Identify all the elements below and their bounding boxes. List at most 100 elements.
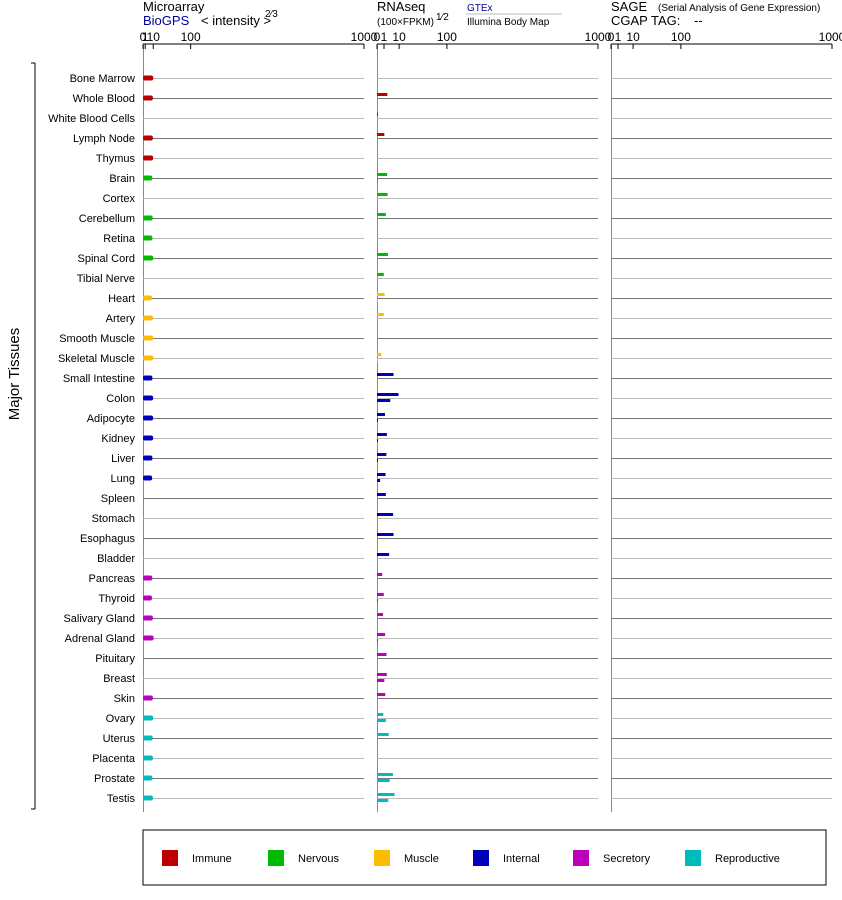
tissue-label: White Blood Cells [48, 113, 135, 125]
panel-1-bar [377, 633, 386, 636]
tissue-label: Skin [114, 693, 135, 705]
tissue-label: Adipocyte [87, 413, 135, 425]
legend-label-internal: Internal [503, 853, 540, 865]
microarray-unit-label: < intensity > [201, 13, 271, 28]
panel-1-bar [377, 93, 388, 96]
legend-label-reproductive: Reproductive [715, 853, 780, 865]
panel-1-bar [377, 613, 384, 616]
tissue-label: Cerebellum [79, 213, 135, 225]
rows-layer: Bone Marrow Whole Blood White Blood Cells L… [48, 73, 832, 805]
tissue-label: Kidney [101, 433, 135, 445]
rnaseq-header: RNAseq (100×FPKM) 1⁄2 GTEx Illumina Body… [377, 0, 562, 28]
panel-0-bar [143, 475, 153, 481]
legend-label-nervous: Nervous [298, 853, 339, 865]
tissue-label: Adrenal Gland [65, 633, 135, 645]
tissue-label: Bladder [97, 553, 135, 565]
panel-1-bar [377, 493, 386, 496]
tissue-label: Thyroid [98, 593, 135, 605]
panel-1-bar-secondary [377, 359, 378, 362]
panel-2-tick-label: 100 [671, 30, 691, 44]
panel-1-bar [377, 533, 394, 536]
panel-2-tick-label: 1 [615, 30, 622, 44]
panel-1-bar-secondary [377, 179, 378, 182]
tissue-label: Small Intestine [63, 373, 135, 385]
tissue-label: Stomach [92, 513, 135, 525]
tissue-label: Spleen [101, 493, 135, 505]
biogps-label: BioGPS [143, 13, 190, 28]
rnaseq-unit-exponent: 1⁄2 [436, 12, 449, 23]
panel-1-bar [377, 193, 388, 196]
panel-1-bar [377, 453, 387, 456]
tissue-label: Brain [109, 173, 135, 185]
panel-1-bar [377, 373, 394, 376]
legend-swatch-reproductive [685, 850, 701, 866]
panel-1-tick-label: 10 [392, 30, 406, 44]
legend-label-immune: Immune [192, 853, 232, 865]
panel-0-bar [143, 95, 153, 101]
panel-1-tick-label: 0 [374, 30, 381, 44]
panel-1-bar-secondary [377, 799, 389, 802]
microarray-unit-exponent: 2⁄3 [265, 9, 278, 20]
tissue-label: Pancreas [89, 573, 136, 585]
tissue-label: Prostate [94, 773, 135, 785]
panel-1-bar-secondary [377, 719, 386, 722]
tissue-label: Skeletal Muscle [58, 353, 135, 365]
panel-1-bar [377, 293, 385, 296]
panel-1-bar [377, 673, 387, 676]
tissue-label: Esophagus [80, 533, 136, 545]
panel-0-bar [143, 695, 153, 701]
tissue-label: Breast [103, 673, 135, 685]
tissue-label: Artery [106, 313, 136, 325]
panel-0-bar [143, 215, 153, 221]
panel-1-bar [377, 253, 389, 256]
panel-1-bar-secondary [377, 599, 378, 602]
panel-1-bar-secondary [377, 779, 390, 782]
panel-1-bar [377, 413, 385, 416]
tissue-label: Heart [108, 293, 135, 305]
panel-0-bar [143, 375, 153, 381]
panel-0-bar [143, 355, 154, 361]
panel-0-bar [143, 295, 152, 301]
panel-1-bar [377, 653, 387, 656]
panel-1-bar [377, 773, 393, 776]
gtex-source-label[interactable]: GTEx [467, 3, 493, 14]
panel-1-bar-secondary [377, 299, 378, 302]
panel-1-bar [377, 713, 384, 716]
panel-2-tick-label: 10 [626, 30, 640, 44]
panel-0-bar [143, 175, 153, 181]
legend-swatch-muscle [374, 850, 390, 866]
tissue-label: Bone Marrow [70, 73, 135, 85]
panel-1-tick-label: 1 [381, 30, 388, 44]
tissue-label: Testis [107, 793, 136, 805]
panel-1-bar [377, 313, 384, 316]
cgap-tag-label: CGAP TAG: [611, 13, 680, 28]
panel-0-bar [143, 395, 154, 401]
legend-swatch-internal [473, 850, 489, 866]
panel-0-bar [143, 755, 153, 761]
panel-0-bar [143, 595, 152, 601]
tissue-label: Placenta [92, 753, 136, 765]
panel-1-tick-label: 1000 [585, 30, 612, 44]
legend-swatch-nervous [268, 850, 284, 866]
panel-1-bar [377, 173, 388, 176]
tissue-label: Cortex [103, 193, 136, 205]
panel-1-bar [377, 353, 382, 356]
tissue-label: Spinal Cord [78, 253, 135, 265]
panel-1-bar [377, 113, 378, 116]
panel-0-bar [143, 335, 154, 341]
tissue-label: Smooth Muscle [59, 333, 135, 345]
panel-0-bar [143, 135, 153, 141]
panel-1-bar [377, 133, 385, 136]
panel-0-bar [143, 155, 154, 161]
panel-0-bar [143, 435, 154, 441]
panel-1-bar-secondary [377, 639, 378, 642]
panel-1-bar [377, 433, 387, 436]
panel-1-bar [377, 593, 384, 596]
panel-0-bar [143, 735, 153, 741]
tissue-label: Lymph Node [73, 133, 135, 145]
tissue-label: Liver [111, 453, 135, 465]
rnaseq-title: RNAseq [377, 0, 425, 14]
bars-layer [143, 75, 399, 802]
tissue-label: Tibial Nerve [77, 273, 135, 285]
panel-2-tick-label: 1000 [819, 30, 842, 44]
